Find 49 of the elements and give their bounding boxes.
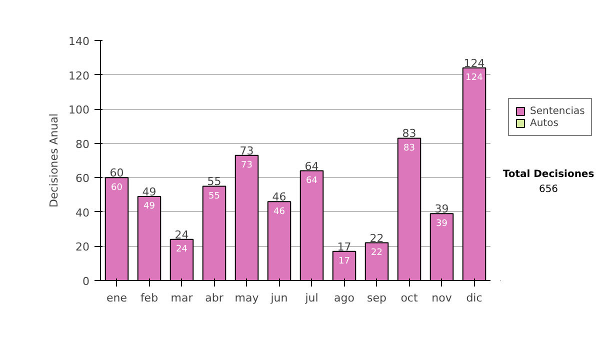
total-label: 17: [337, 240, 352, 254]
total-label: 39: [434, 202, 449, 216]
data-label: 73: [241, 160, 252, 170]
data-label: 124: [466, 73, 484, 84]
data-label: 39: [436, 218, 448, 229]
total-label: 49: [142, 186, 156, 198]
x-tick-label: abr: [205, 292, 224, 304]
data-label: 49: [144, 202, 156, 212]
data-label: 24: [176, 244, 188, 254]
y-tick-label: 80: [76, 138, 90, 151]
total-label: 124: [464, 56, 485, 70]
data-label: 46: [274, 206, 286, 217]
x-tick-label: feb: [140, 292, 158, 304]
total-label: 55: [207, 175, 222, 188]
data-label: 83: [404, 143, 415, 154]
total-label: 22: [370, 232, 384, 245]
x-tick-label: may: [234, 292, 260, 304]
y-tick-label: 60: [76, 172, 90, 186]
x-tick-label: oct: [400, 292, 418, 304]
legend-label: Autos: [530, 117, 558, 129]
text: Total Decisiones: [502, 169, 594, 180]
total-label: 64: [304, 160, 319, 173]
y-tick-label: 140: [68, 35, 90, 48]
data-label: 22: [371, 248, 382, 258]
x-tick-label: mar: [170, 292, 194, 304]
total-label: 73: [240, 144, 254, 158]
total-label: 83: [402, 127, 416, 140]
data-label: 17: [338, 256, 350, 266]
x-tick-label: jul: [304, 292, 318, 304]
y-tick-label: 40: [76, 206, 90, 220]
legend-label: Sentencias: [530, 105, 585, 117]
y-tick-label: 0: [82, 275, 90, 288]
x-tick-label: ago: [334, 292, 355, 304]
text: 656: [538, 184, 558, 196]
x-tick-label: ene: [106, 292, 128, 304]
total-label: 60: [110, 166, 124, 180]
data-label: 64: [306, 176, 318, 186]
y-axis-title: Decisiones Anual: [48, 113, 61, 208]
x-tick-label: jun: [270, 292, 288, 304]
x-tick-label: sep: [367, 292, 387, 304]
total-label: 46: [272, 190, 286, 204]
data-label: 60: [111, 182, 123, 193]
y-tick-label: 120: [68, 69, 90, 82]
y-tick-label: 100: [68, 104, 90, 117]
x-tick-label: nov: [432, 292, 452, 304]
x-tick-label: dic: [466, 292, 482, 304]
total-label: 24: [174, 228, 189, 242]
data-label: 55: [208, 191, 220, 202]
y-tick-label: 20: [76, 240, 90, 254]
